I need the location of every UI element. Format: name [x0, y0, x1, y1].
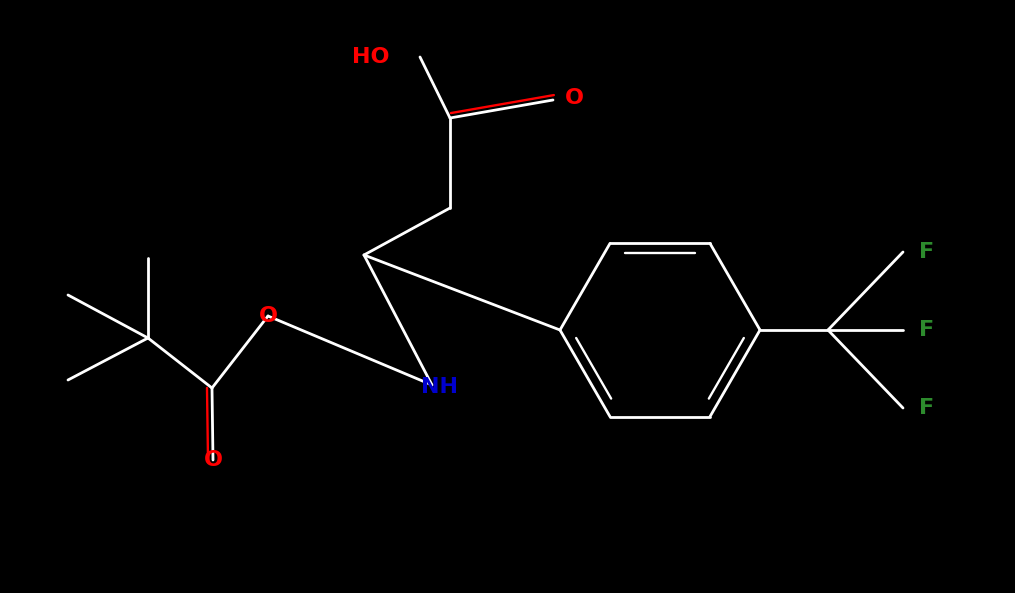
- Text: NH: NH: [421, 377, 459, 397]
- Text: O: O: [565, 88, 584, 108]
- Text: O: O: [203, 450, 222, 470]
- Text: O: O: [259, 306, 277, 326]
- Text: HO: HO: [352, 47, 390, 67]
- Text: F: F: [919, 242, 934, 262]
- Text: F: F: [919, 398, 934, 418]
- Text: F: F: [919, 320, 934, 340]
